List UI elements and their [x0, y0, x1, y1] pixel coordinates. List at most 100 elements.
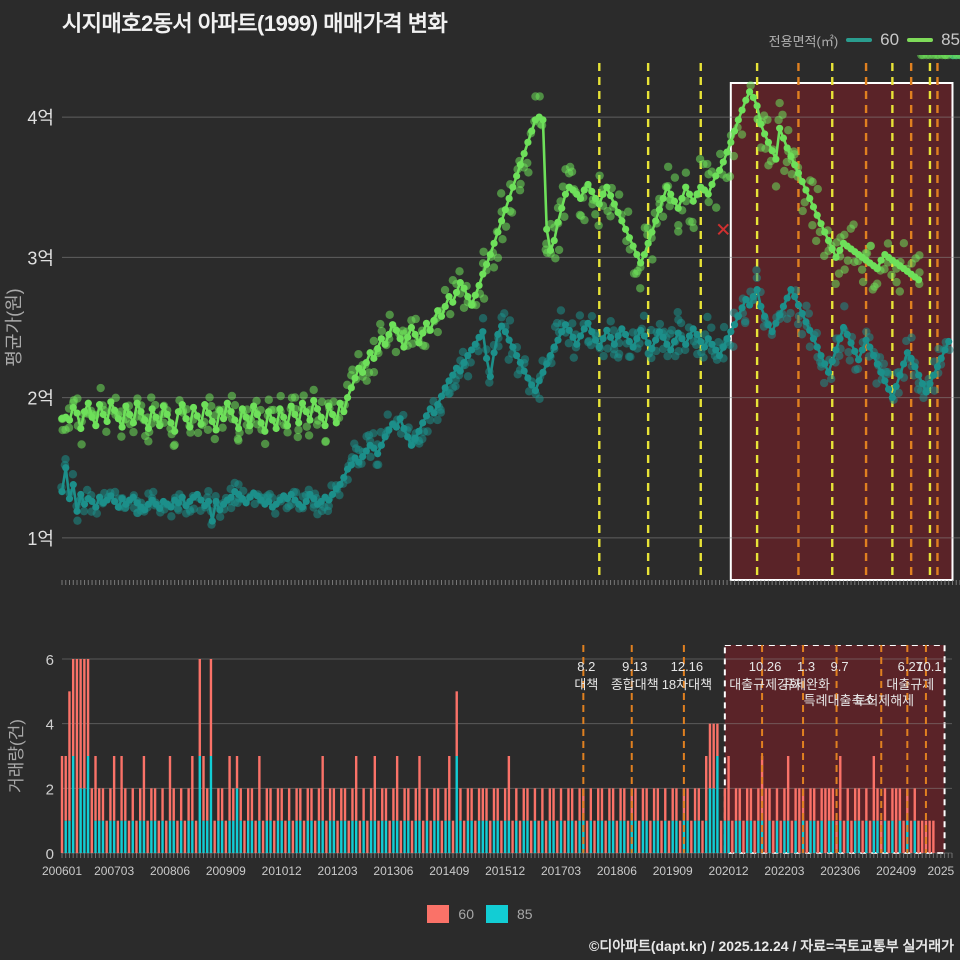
price-point [715, 166, 724, 174]
price-point [208, 517, 216, 525]
price-point [167, 503, 175, 511]
volume-bar-60 [418, 756, 421, 821]
price-point [915, 371, 923, 379]
price-point [625, 337, 633, 346]
price-point [513, 172, 521, 180]
volume-bar-60 [861, 820, 864, 853]
volume-annotation-date: 9.13 [622, 659, 647, 674]
volume-bar-60 [876, 788, 879, 821]
price-point [580, 186, 588, 194]
volume-bar-60 [328, 788, 332, 821]
price-point [678, 194, 686, 203]
volume-xtick-label: 201012 [262, 864, 302, 878]
price-point [95, 493, 104, 501]
price-point [238, 405, 246, 413]
volume-bar-85 [98, 820, 101, 853]
volume-bar-60 [459, 788, 462, 821]
volume-bar-60 [176, 820, 179, 853]
price-point [280, 413, 288, 421]
price-point [742, 295, 750, 304]
price-point [911, 363, 919, 371]
price-point [685, 332, 694, 340]
volume-bar-60 [496, 788, 499, 821]
volume-bar-60 [909, 820, 913, 853]
price-scatter-point [193, 428, 203, 438]
price-scatter-point [102, 427, 111, 436]
volume-bar-60 [757, 788, 760, 821]
price-point [779, 302, 788, 311]
price-scatter-point [688, 217, 697, 227]
price-point [107, 398, 115, 406]
price-point [231, 416, 239, 424]
volume-bar-85 [582, 820, 585, 853]
price-scatter-point [61, 454, 70, 464]
volume-chart[interactable]: 0 2 4 6 8.2 대책 9.13 종합대책 12.16 18차대책 10.26 대출규제강화 1.… [0, 645, 960, 885]
price-point [328, 490, 337, 499]
volume-bar-60 [179, 788, 183, 821]
volume-bar-85 [906, 820, 909, 853]
price-point [204, 497, 213, 506]
volume-bar-60 [150, 788, 153, 821]
volume-bar-85 [455, 756, 458, 853]
volume-bar-60 [470, 788, 473, 821]
price-point [550, 343, 558, 351]
volume-annotation-date: 1.3 [797, 659, 815, 674]
volume-bar-60 [928, 820, 931, 853]
volume-bar-60 [544, 820, 548, 853]
volume-bar-85 [783, 820, 786, 853]
volume-bar-60 [135, 820, 138, 853]
price-point [343, 394, 352, 402]
volume-bar-60 [678, 820, 682, 853]
price-point [610, 200, 618, 208]
price-scatter-point [451, 382, 460, 391]
price-point [745, 301, 754, 309]
price-point [618, 325, 626, 333]
volume-bar-85 [306, 820, 309, 853]
volume-bar-60 [809, 788, 812, 821]
price-scatter-point [479, 294, 489, 303]
price-scatter-point [840, 230, 849, 240]
volume-bar-60 [343, 788, 347, 821]
price-point [430, 316, 438, 325]
volume-xtick-label: 200806 [150, 864, 190, 878]
price-point [118, 423, 126, 431]
volume-bar-60 [120, 756, 123, 821]
page-title: 시지매호2동서 아파트(1999) 매매가격 변화 [62, 11, 448, 36]
volume-bar-60 [261, 820, 265, 853]
price-point [779, 134, 788, 142]
volume-bar-60 [626, 820, 630, 853]
price-scatter-point [813, 184, 822, 194]
price-scatter-point [309, 385, 318, 395]
price-scatter-point [670, 173, 680, 182]
price-scatter-point [866, 241, 875, 251]
volume-bar-60 [373, 756, 377, 821]
price-markers-60 [58, 286, 953, 525]
price-point [501, 328, 509, 336]
price-scatter-point [523, 158, 532, 168]
price-scatter-point [883, 369, 892, 378]
volume-bar-85 [794, 820, 797, 853]
price-scatter-point [227, 391, 237, 401]
volume-bar-85 [485, 820, 488, 853]
price-point [114, 415, 122, 423]
volume-xtick-label: 202306 [820, 864, 860, 878]
price-scatter-point [271, 509, 280, 518]
price-point [490, 239, 498, 247]
volume-bar-85 [407, 820, 410, 853]
price-scatter-point [853, 364, 863, 374]
price-point [824, 368, 833, 376]
volume-bar-60 [436, 788, 440, 821]
volume-bar-85 [727, 820, 730, 853]
volume-bar-85 [71, 756, 75, 853]
volume-bar-60 [165, 820, 168, 853]
price-point [411, 330, 419, 339]
volume-bar-60 [522, 788, 525, 821]
volume-bar-85 [150, 820, 153, 853]
volume-xtick-label: 200601 [42, 864, 82, 878]
volume-bar-60 [857, 788, 861, 821]
price-chart[interactable]: 1억2억3억4억20060120080620101220130620151220… [0, 55, 960, 585]
price-scatter-point [207, 401, 216, 411]
price-scatter-point [831, 279, 840, 289]
price-point [490, 349, 498, 357]
price-point [148, 405, 156, 413]
